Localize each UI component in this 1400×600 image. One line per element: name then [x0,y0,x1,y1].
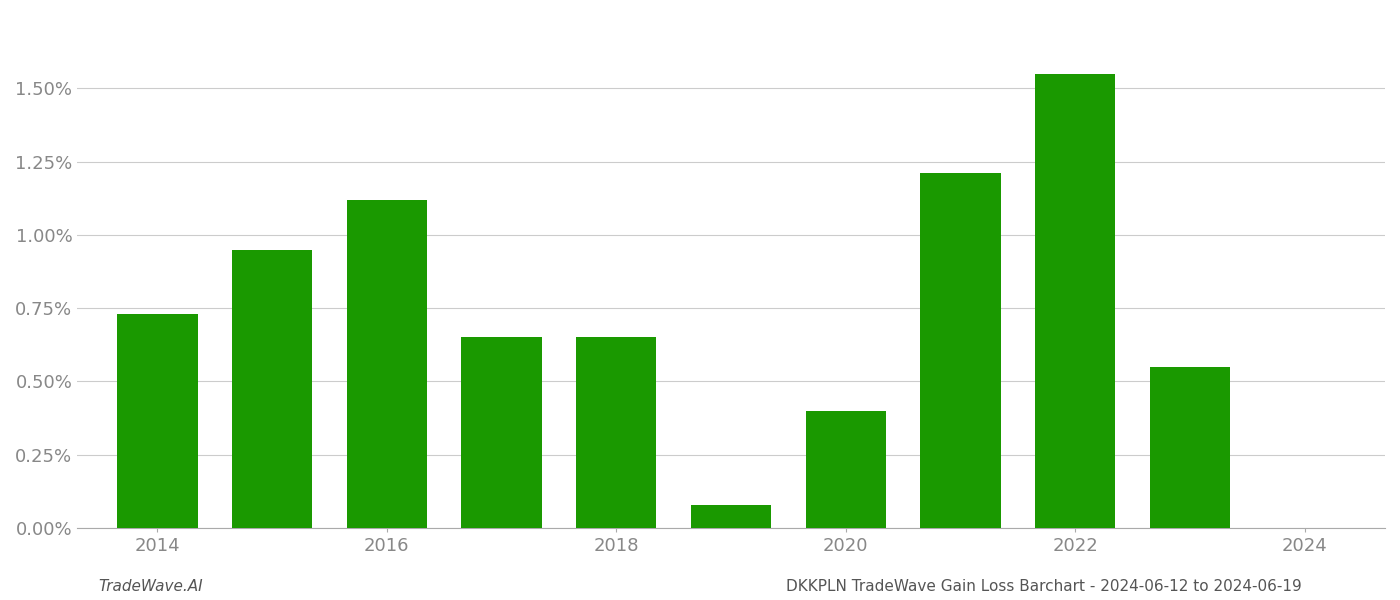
Bar [577,337,657,528]
Bar [1149,367,1231,528]
Bar [805,411,886,528]
Bar [692,505,771,528]
Text: TradeWave.AI: TradeWave.AI [98,579,203,594]
Bar [920,173,1001,528]
Bar [232,250,312,528]
Bar [462,337,542,528]
Bar [347,200,427,528]
Bar [1035,74,1116,528]
Text: DKKPLN TradeWave Gain Loss Barchart - 2024-06-12 to 2024-06-19: DKKPLN TradeWave Gain Loss Barchart - 20… [787,579,1302,594]
Bar [118,314,197,528]
